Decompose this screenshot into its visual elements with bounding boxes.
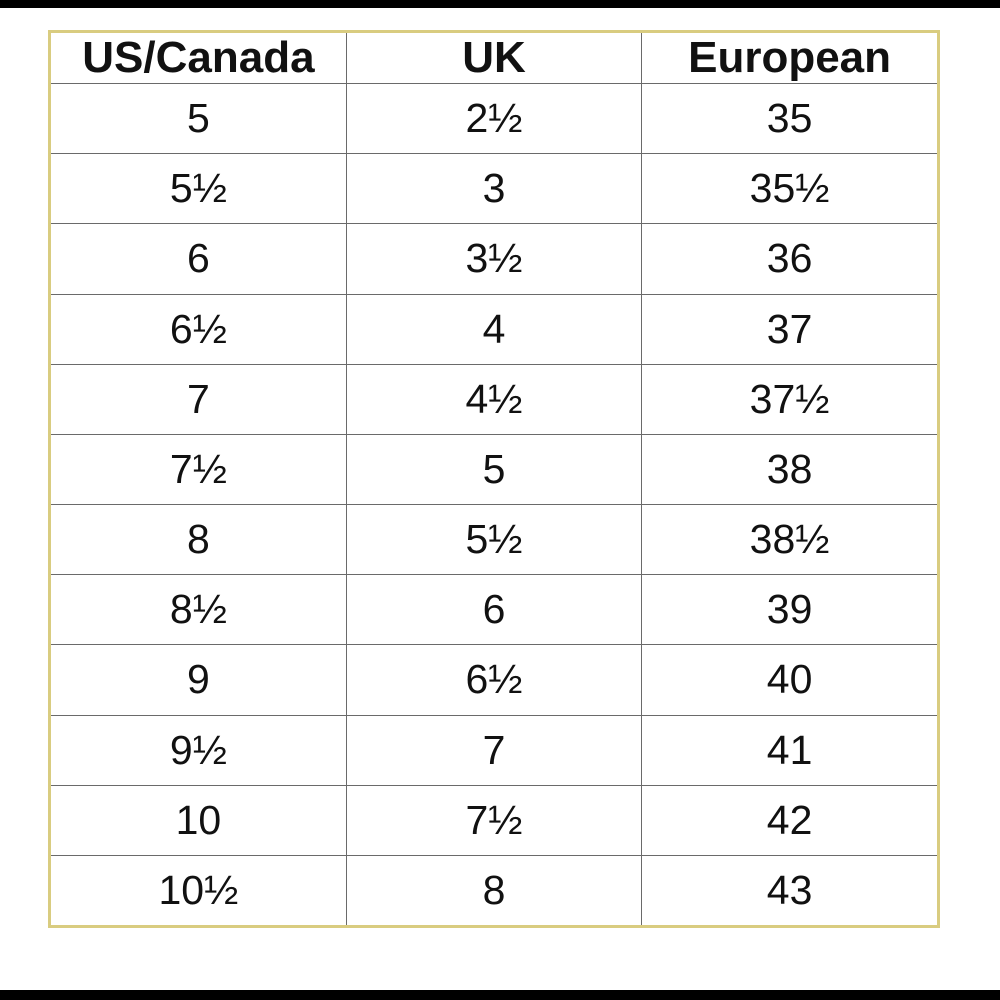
table-cell: 40 bbox=[641, 644, 937, 716]
table-cell: 9½ bbox=[51, 714, 347, 786]
table-row: 9 6½ 40 bbox=[51, 644, 937, 716]
table-cell: 8 bbox=[51, 504, 347, 576]
table-cell: 4 bbox=[345, 293, 643, 365]
table-cell: 3½ bbox=[345, 223, 643, 295]
size-table: US/Canada UK European 5 2½ 35 5½ 3 35½ 6 3½ 36 6½ 4 3… bbox=[51, 33, 937, 925]
header-row: US/Canada UK European bbox=[51, 33, 937, 84]
table-cell: 42 bbox=[641, 784, 937, 856]
table-cell: 7 bbox=[345, 714, 643, 786]
table-cell: 3 bbox=[345, 153, 643, 225]
table-cell: 41 bbox=[641, 714, 937, 786]
table-cell: 6 bbox=[51, 223, 347, 295]
bottom-bar bbox=[0, 990, 1000, 1000]
table-cell: 6½ bbox=[51, 293, 347, 365]
table-cell: 38 bbox=[641, 433, 937, 506]
table-row: 9½ 7 41 bbox=[51, 714, 937, 786]
table-row: 8 5½ 38½ bbox=[51, 504, 937, 576]
table-row: 5½ 3 35½ bbox=[51, 153, 937, 225]
table-row: 7½ 5 38 bbox=[51, 433, 937, 506]
top-bar bbox=[0, 0, 1000, 8]
header-cell: European bbox=[641, 33, 937, 84]
table-cell: 7 bbox=[51, 363, 347, 435]
table-cell: 7½ bbox=[345, 784, 643, 856]
table-cell: 5 bbox=[51, 82, 347, 155]
table-cell: 6½ bbox=[345, 644, 643, 716]
table-cell: 4½ bbox=[345, 363, 643, 435]
table-cell: 35½ bbox=[641, 153, 937, 225]
table-cell: 39 bbox=[641, 574, 937, 646]
table-row: 6 3½ 36 bbox=[51, 223, 937, 295]
table-cell: 7½ bbox=[51, 433, 347, 506]
table-cell: 10 bbox=[51, 784, 347, 856]
header-cell: UK bbox=[345, 33, 643, 84]
table-row: 10½ 8 43 bbox=[51, 854, 937, 925]
table-cell: 8 bbox=[345, 854, 643, 925]
table-cell: 5½ bbox=[51, 153, 347, 225]
table-cell: 6 bbox=[345, 574, 643, 646]
table-row: 8½ 6 39 bbox=[51, 574, 937, 646]
table-cell: 2½ bbox=[345, 82, 643, 155]
table-row: 5 2½ 35 bbox=[51, 82, 937, 155]
table-cell: 5 bbox=[345, 433, 643, 506]
table-cell: 37½ bbox=[641, 363, 937, 435]
table-cell: 36 bbox=[641, 223, 937, 295]
table-cell: 5½ bbox=[345, 504, 643, 576]
table-cell: 38½ bbox=[641, 504, 937, 576]
header-cell: US/Canada bbox=[51, 33, 347, 84]
table-frame: US/Canada UK European 5 2½ 35 5½ 3 35½ 6 3½ 36 6½ 4 3… bbox=[48, 30, 940, 928]
table-row: 7 4½ 37½ bbox=[51, 363, 937, 435]
table-row: 10 7½ 42 bbox=[51, 784, 937, 856]
table-cell: 35 bbox=[641, 82, 937, 155]
table-row: 6½ 4 37 bbox=[51, 293, 937, 365]
table-cell: 10½ bbox=[51, 854, 347, 925]
table-cell: 43 bbox=[641, 854, 937, 925]
table-cell: 9 bbox=[51, 644, 347, 716]
table-body: 5 2½ 35 5½ 3 35½ 6 3½ 36 6½ 4 37 7 4½ 37½ 7½ 5 38 8 5½ 38½ 8½… bbox=[51, 82, 937, 925]
table-cell: 37 bbox=[641, 293, 937, 365]
table-cell: 8½ bbox=[51, 574, 347, 646]
